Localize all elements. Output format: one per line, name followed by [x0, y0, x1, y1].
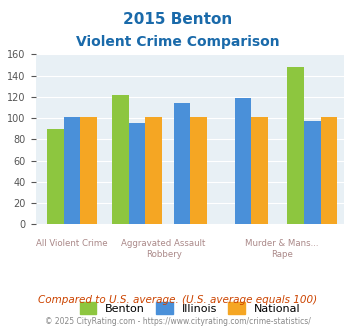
Bar [81, 117, 97, 224]
Bar [174, 103, 190, 224]
Bar [47, 129, 64, 224]
Bar [190, 117, 207, 224]
Text: 2015 Benton: 2015 Benton [123, 12, 232, 26]
Bar [112, 95, 129, 224]
Bar [64, 117, 81, 224]
Text: © 2025 CityRating.com - https://www.cityrating.com/crime-statistics/: © 2025 CityRating.com - https://www.city… [45, 317, 310, 326]
Bar [145, 117, 162, 224]
Text: Violent Crime Comparison: Violent Crime Comparison [76, 35, 279, 49]
Bar [304, 121, 321, 224]
Text: Rape: Rape [271, 250, 293, 259]
Text: Robbery: Robbery [146, 250, 181, 259]
Bar [287, 67, 304, 224]
Text: Murder & Mans...: Murder & Mans... [245, 239, 318, 248]
Bar [235, 98, 251, 224]
Bar [129, 123, 145, 224]
Bar [251, 117, 268, 224]
Text: All Violent Crime: All Violent Crime [36, 239, 108, 248]
Bar [321, 117, 338, 224]
Text: Aggravated Assault: Aggravated Assault [121, 239, 206, 248]
Legend: Benton, Illinois, National: Benton, Illinois, National [75, 298, 305, 318]
Text: Compared to U.S. average. (U.S. average equals 100): Compared to U.S. average. (U.S. average … [38, 295, 317, 305]
